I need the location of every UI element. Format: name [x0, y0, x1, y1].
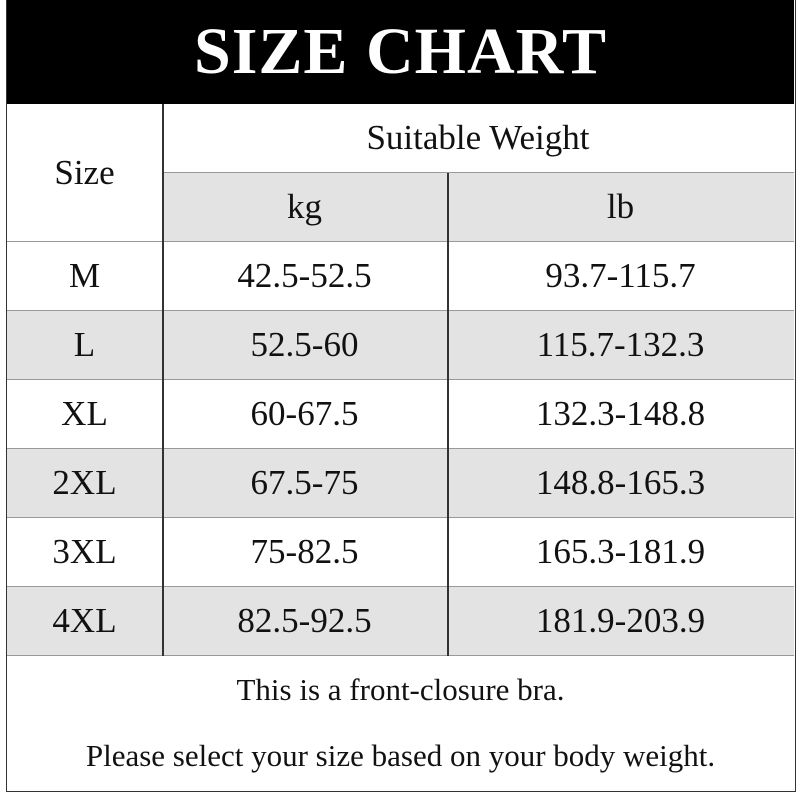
note-closure: This is a front-closure bra.	[236, 672, 565, 707]
cell-size: M	[7, 242, 162, 311]
cell-lb: 165.3-181.9	[447, 518, 794, 587]
cell-size: 2XL	[7, 449, 162, 518]
divider	[162, 104, 164, 656]
cell-kg: 60-67.5	[162, 380, 447, 449]
cell-kg: 75-82.5	[162, 518, 447, 587]
cell-lb: 132.3-148.8	[447, 380, 794, 449]
cell-size: XL	[7, 380, 162, 449]
cell-size: 4XL	[7, 587, 162, 656]
header-kg: kg	[162, 173, 447, 242]
cell-lb: 93.7-115.7	[447, 242, 794, 311]
cell-kg: 52.5-60	[162, 311, 447, 380]
note-select-size: Please select your size based on your bo…	[85, 738, 716, 773]
chart-title: SIZE CHART	[7, 0, 794, 104]
cell-kg: 82.5-92.5	[162, 587, 447, 656]
cell-kg: 67.5-75	[162, 449, 447, 518]
cell-lb: 115.7-132.3	[447, 311, 794, 380]
cell-lb: 181.9-203.9	[447, 587, 794, 656]
cell-size: 3XL	[7, 518, 162, 587]
divider	[447, 173, 449, 656]
cell-lb: 148.8-165.3	[447, 449, 794, 518]
header-lb: lb	[447, 173, 794, 242]
cell-size: L	[7, 311, 162, 380]
cell-kg: 42.5-52.5	[162, 242, 447, 311]
header-size: Size	[7, 104, 162, 242]
header-suitable-weight: Suitable Weight	[162, 104, 794, 173]
